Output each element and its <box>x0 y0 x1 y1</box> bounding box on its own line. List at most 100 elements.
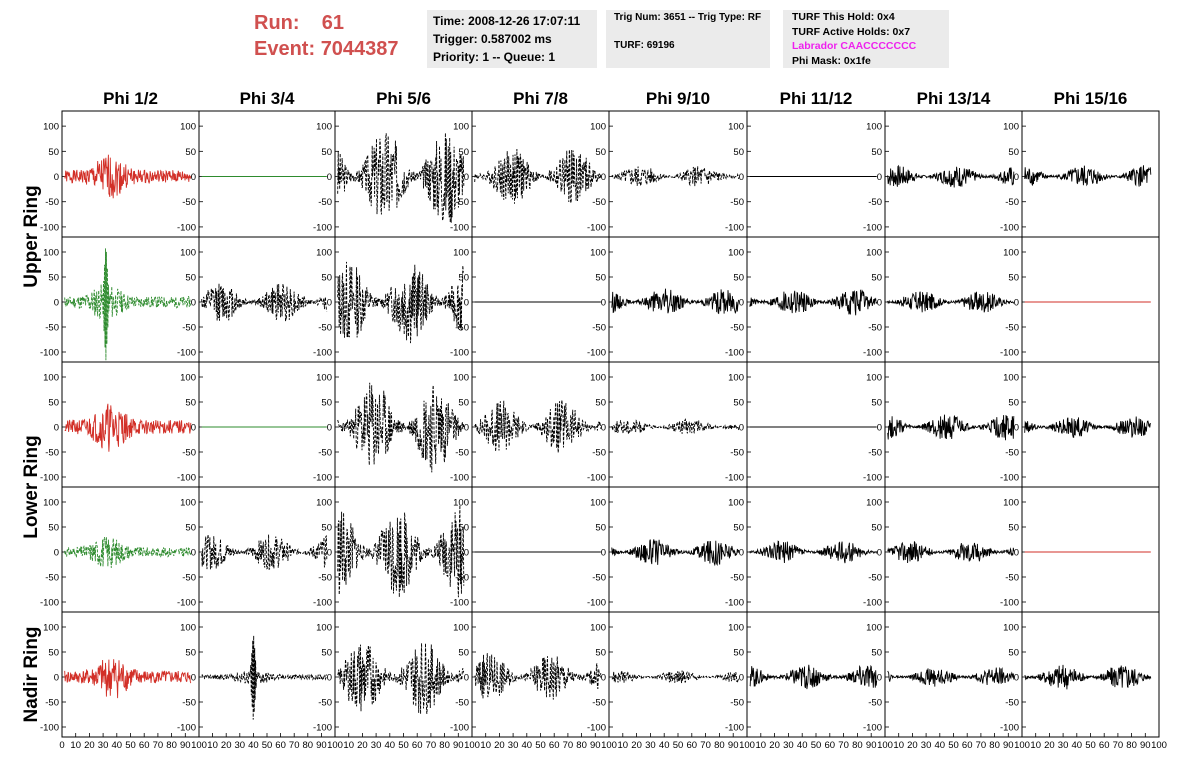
y-tick-label: 100 <box>180 122 196 133</box>
y-tick-label: -50 <box>730 573 744 584</box>
x-tick-label: 10 <box>756 740 767 751</box>
y-tick-label: 50 <box>48 147 59 158</box>
waveform-r5-c5 <box>611 670 740 684</box>
y-tick-label: 100 <box>180 498 196 509</box>
y-tick-label: -100 <box>450 723 469 734</box>
y-tick-label: -100 <box>177 473 196 484</box>
y-tick-label: 50 <box>321 648 332 659</box>
x-tick-label: 70 <box>838 740 849 751</box>
column-title-8: Phi 15/16 <box>1054 89 1128 108</box>
y-tick-label: 50 <box>871 147 882 158</box>
y-tick-label: 50 <box>733 273 744 284</box>
y-tick-label: 100 <box>1003 373 1019 384</box>
y-tick-label: 100 <box>728 498 744 509</box>
x-tick-label: 60 <box>825 740 836 751</box>
y-tick-label: 50 <box>1008 147 1019 158</box>
waveform-r2-c2 <box>201 283 328 322</box>
y-tick-label: 0 <box>877 548 882 559</box>
y-tick-label: -100 <box>725 222 744 233</box>
x-tick-label: 30 <box>645 740 656 751</box>
ring-label-3: Nadir Ring <box>21 626 42 722</box>
y-tick-label: -50 <box>1005 573 1019 584</box>
waveform-r5-c3 <box>337 643 465 715</box>
y-tick-label: 100 <box>43 122 59 133</box>
y-tick-label: 100 <box>590 248 606 259</box>
y-tick-label: 50 <box>871 273 882 284</box>
y-tick-label: -100 <box>863 723 882 734</box>
y-tick-label: 50 <box>1008 273 1019 284</box>
y-tick-label: -100 <box>313 473 332 484</box>
x-tick-label: 100 <box>877 740 893 751</box>
y-tick-label: 0 <box>1014 673 1019 684</box>
turf-active-text: TURF Active Holds: 0x7 <box>792 25 911 38</box>
waveform-r1-c1 <box>64 154 192 199</box>
y-tick-label: 100 <box>43 623 59 634</box>
x-tick-label: 100 <box>191 740 207 751</box>
y-tick-label: -100 <box>1000 598 1019 609</box>
x-tick-label: 50 <box>673 740 684 751</box>
y-tick-label: 0 <box>54 423 59 434</box>
x-tick-label: 60 <box>687 740 698 751</box>
y-tick-label: -50 <box>730 698 744 709</box>
waveform-r4-c6 <box>749 540 878 564</box>
x-tick-label: 90 <box>1140 740 1151 751</box>
column-title-3: Phi 5/6 <box>376 89 431 108</box>
x-tick-label: 20 <box>84 740 95 751</box>
y-tick-label: 0 <box>464 298 469 309</box>
y-tick-label: 50 <box>871 398 882 409</box>
x-tick-label: 100 <box>739 740 755 751</box>
y-tick-label: 100 <box>316 122 332 133</box>
x-tick-label: 70 <box>976 740 987 751</box>
y-tick-label: 0 <box>877 423 882 434</box>
y-tick-label: 0 <box>191 172 196 183</box>
y-tick-label: 0 <box>739 548 744 559</box>
turf-hold-text: TURF This Hold: 0x4 <box>792 11 895 23</box>
x-tick-label: 100 <box>601 740 617 751</box>
x-tick-label: 10 <box>207 740 218 751</box>
x-tick-label: 50 <box>125 740 136 751</box>
y-tick-label: 100 <box>316 373 332 384</box>
y-tick-label: -100 <box>313 222 332 233</box>
x-tick-label: 80 <box>989 740 1000 751</box>
y-tick-label: 50 <box>321 398 332 409</box>
x-tick-label: 30 <box>235 740 246 751</box>
y-tick-label: -50 <box>730 448 744 459</box>
y-tick-label: 0 <box>464 172 469 183</box>
y-tick-label: 100 <box>866 122 882 133</box>
y-tick-label: -100 <box>177 598 196 609</box>
x-tick-label: 40 <box>935 740 946 751</box>
x-tick-label: 60 <box>962 740 973 751</box>
y-tick-label: -50 <box>868 573 882 584</box>
y-tick-label: 50 <box>595 147 606 158</box>
y-tick-label: 100 <box>590 623 606 634</box>
waveform-r3-c3 <box>337 382 465 473</box>
y-tick-label: 0 <box>327 423 332 434</box>
waveform-r4-c3 <box>337 505 465 598</box>
y-tick-label: 0 <box>464 548 469 559</box>
x-tick-label: 10 <box>343 740 354 751</box>
y-tick-label: -100 <box>1000 222 1019 233</box>
x-tick-label: 20 <box>357 740 368 751</box>
y-tick-label: -100 <box>1000 348 1019 359</box>
y-tick-label: -100 <box>587 723 606 734</box>
y-tick-label: 100 <box>1003 248 1019 259</box>
panel-frame-r4-c8 <box>1021 486 1160 613</box>
y-tick-label: -50 <box>455 323 469 334</box>
y-tick-label: -100 <box>40 473 59 484</box>
y-tick-label: -50 <box>592 323 606 334</box>
x-tick-label: 80 <box>576 740 587 751</box>
x-tick-label: 30 <box>371 740 382 751</box>
trigger-info-box: Trig Num: 3651 -- Trig Type: RF TURF: 69… <box>606 10 770 68</box>
panel-frame-r3-c4 <box>471 361 610 488</box>
y-tick-label: 100 <box>1003 623 1019 634</box>
y-tick-label: -50 <box>318 698 332 709</box>
y-tick-label: 0 <box>877 673 882 684</box>
x-tick-label: 30 <box>783 740 794 751</box>
x-tick-label: 30 <box>1058 740 1069 751</box>
waveform-r1-c7 <box>887 164 1015 188</box>
y-tick-label: -50 <box>455 573 469 584</box>
y-tick-label: -100 <box>177 222 196 233</box>
x-tick-label: 90 <box>866 740 877 751</box>
y-tick-label: -50 <box>45 323 59 334</box>
